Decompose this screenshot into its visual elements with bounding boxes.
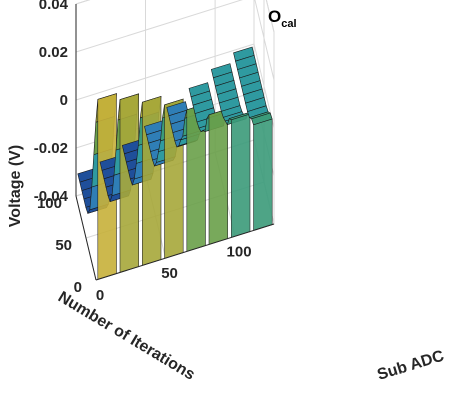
axes — [75, 4, 275, 281]
surface-front-face — [253, 118, 273, 231]
z-tick-label: -0.04 — [34, 188, 69, 205]
x-axis-line — [95, 223, 275, 281]
y-tick-label: 50 — [55, 237, 72, 254]
chart-title: Ocal — [268, 7, 297, 30]
z-gridline — [75, 0, 275, 33]
z-axis-label: Voltage (V) — [7, 145, 24, 227]
box-edge — [75, 0, 91, 5]
y-tick-label: 100 — [37, 195, 62, 212]
surface-slabs — [77, 46, 273, 280]
y-tick-label: 0 — [74, 279, 82, 296]
surface-front-face — [231, 113, 251, 238]
z-tick-label: -0.02 — [34, 140, 68, 157]
x-tick-label: 100 — [227, 243, 252, 260]
x-axis-label: Sub ADC — [375, 347, 446, 383]
surface-front-face — [208, 108, 228, 245]
z-tick-label: 0 — [60, 92, 68, 109]
x-tick-label: 0 — [96, 287, 104, 304]
z-tick-label: 0.04 — [39, 0, 69, 13]
y-axis-line — [75, 195, 97, 281]
tick-labels: -0.04 -0.02 0 0.02 0.04 0 50 100 0 50 100 — [34, 0, 252, 304]
z-tick-label: 0.02 — [39, 44, 68, 61]
z-gridline — [75, 0, 275, 81]
y-axis-label: Number of Iterations — [55, 289, 198, 384]
x-tick-label: 50 — [161, 265, 178, 282]
surface-front-face — [142, 95, 162, 266]
